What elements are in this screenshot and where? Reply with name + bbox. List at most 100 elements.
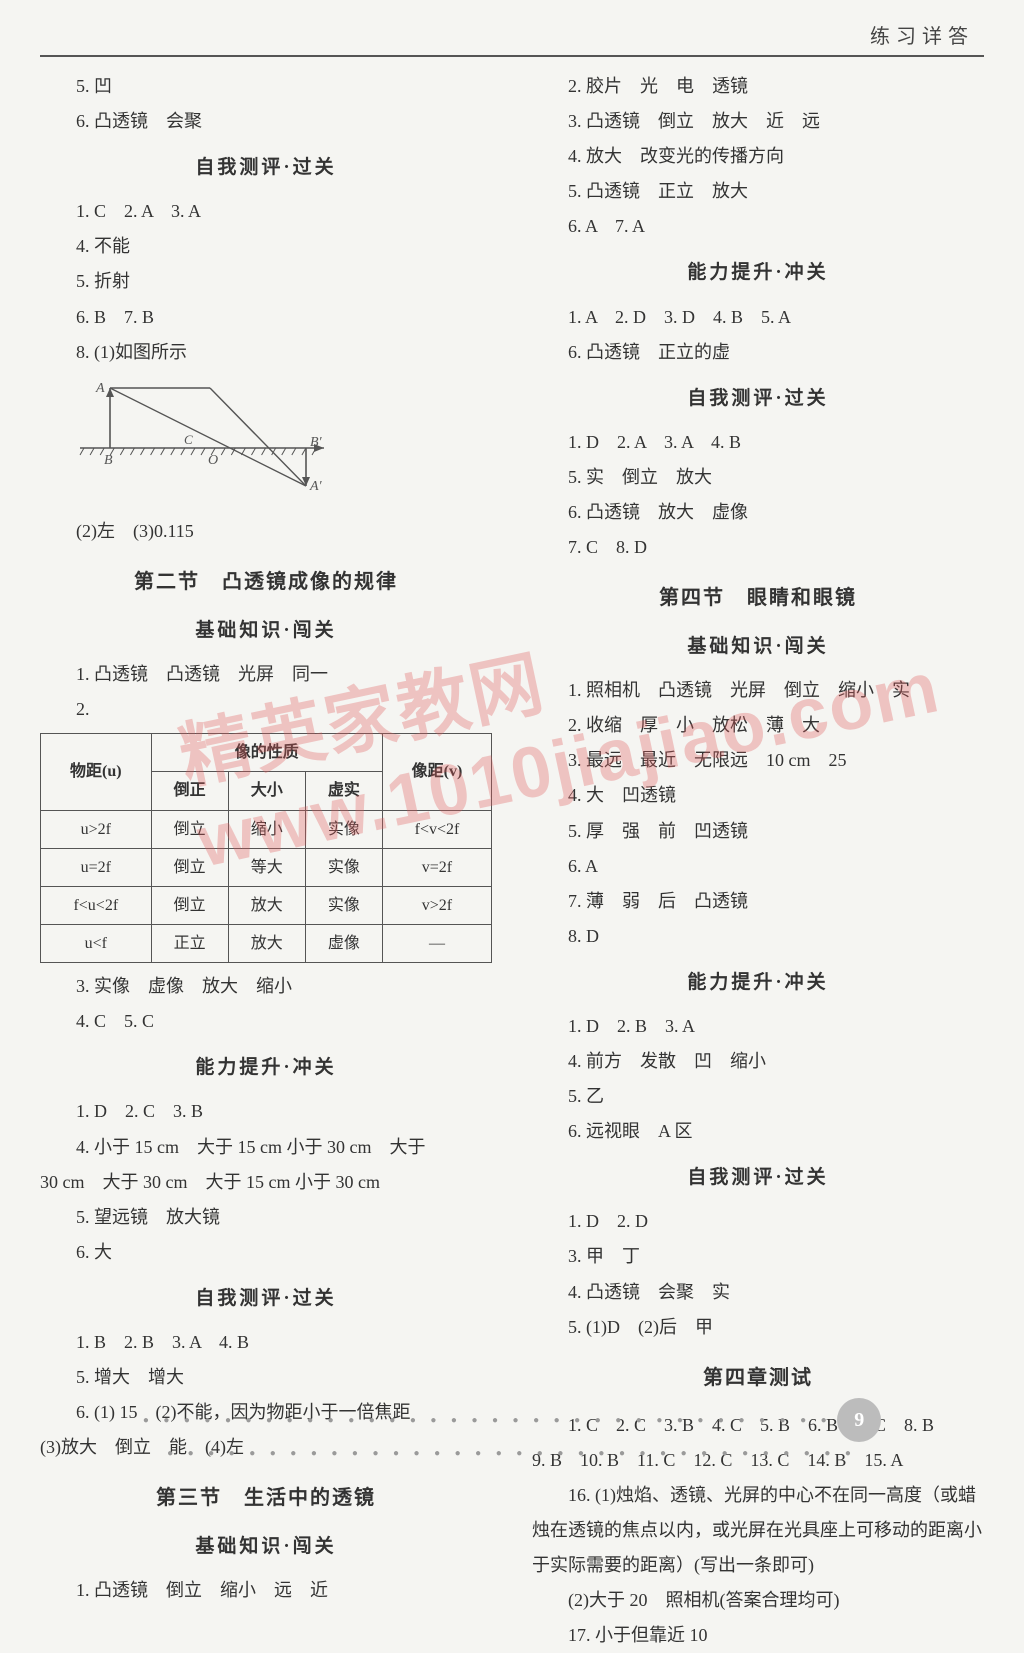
subsection-heading: 基础知识·闯关 [40,1528,492,1565]
table-cell: 实像 [305,886,382,924]
ans-line: 16. (1)烛焰、透镜、光屏的中心不在同一高度（或蜡烛在透镜的焦点以内，或光屏… [532,1478,984,1583]
ans-line: 4. 小于 15 cm 大于 15 cm 小于 30 cm 大于 [40,1130,492,1165]
th-v: 像距(v) [382,734,491,810]
table-cell: u<f [41,925,152,963]
svg-text:B′: B′ [310,435,323,450]
table-cell: 正立 [151,925,228,963]
ans-line: 1. D 2. A 3. A 4. B [532,425,984,460]
ans-line: 30 cm 大于 30 cm 大于 15 cm 小于 30 cm [40,1165,492,1200]
section-heading: 第四章测试 [532,1359,984,1398]
table-cell: — [382,925,491,963]
table-cell: 缩小 [228,810,305,848]
subsection-heading: 自我测评·过关 [40,1280,492,1317]
ans-line: 4. 大 凹透镜 [532,778,984,813]
ans-line: 5. (1)D (2)后 甲 [532,1310,984,1345]
ans-line: 8. (1)如图所示 [40,335,492,370]
table-cell: 倒立 [151,848,228,886]
ans-line: 2. 胶片 光 电 透镜 [532,69,984,104]
ans-line: 1. D 2. D [532,1204,984,1239]
table-row: u>2f倒立缩小实像f<v<2f [41,810,492,848]
ans-line: 2. 收缩 厚 小 放松 薄 大 [532,708,984,743]
ans-line: 1. 凸透镜 凸透镜 光屏 同一 [40,657,492,692]
ans-line: 5. 望远镜 放大镜 [40,1200,492,1235]
ans-line: 5. 乙 [532,1079,984,1114]
ans-line: 1. 照相机 凸透镜 光屏 倒立 缩小 实 [532,673,984,708]
ans-line: 4. 前方 发散 凹 缩小 [532,1044,984,1079]
th-u: 物距(u) [41,734,152,810]
ans-line: 4. 放大 改变光的传播方向 [532,139,984,174]
ans-line: 5. 凹 [40,69,492,104]
header-title: 练习详答 [40,20,984,49]
ans-line: 1. D 2. B 3. A [532,1009,984,1044]
ray-diagram: ABCOB′A′ [70,376,492,508]
ans-line: 6. 凸透镜 放大 虚像 [532,495,984,530]
ans-line: 6. 远视眼 A 区 [532,1114,984,1149]
ans-line: 3. 甲 丁 [532,1239,984,1274]
svg-text:B: B [104,453,113,468]
subsection-heading: 自我测评·过关 [532,1159,984,1196]
ans-line: 5. 厚 强 前 凹透镜 [532,814,984,849]
table-cell: 放大 [228,925,305,963]
subsection-heading: 能力提升·冲关 [532,964,984,1001]
subsection-heading: 能力提升·冲关 [40,1049,492,1086]
th: 倒正 [151,772,228,810]
svg-text:C: C [184,432,193,447]
svg-text:O: O [208,453,218,468]
ans-line: 4. 凸透镜 会聚 实 [532,1275,984,1310]
table-cell: 实像 [305,848,382,886]
table-row: u=2f倒立等大实像v=2f [41,848,492,886]
table-row: f<u<2f倒立放大实像v>2f [41,886,492,924]
table-cell: u=2f [41,848,152,886]
subsection-heading: 自我测评·过关 [532,380,984,417]
ans-line: 7. C 8. D [532,530,984,565]
table-cell: 放大 [228,886,305,924]
footer-dots-left: ● ● ● ● ● ● ● ● ● ● ● ● ● ● ● ● ● ● ● ● … [143,1415,833,1426]
ans-line: 5. 折射 [40,264,492,299]
ans-line: 1. 凸透镜 倒立 缩小 远 近 [40,1573,492,1608]
table-row: u<f正立放大虚像— [41,925,492,963]
ans-line: 3. 凸透镜 倒立 放大 近 远 [532,104,984,139]
ans-line: 6. 大 [40,1235,492,1270]
ans-line: (2)左 (3)0.115 [40,514,492,549]
ans-line: 6. 凸透镜 会聚 [40,104,492,139]
ans-line: 6. A [532,849,984,884]
ans-line: 6. 凸透镜 正立的虚 [532,335,984,370]
ans-line: 4. 不能 [40,229,492,264]
table-cell: v=2f [382,848,491,886]
th-span: 像的性质 [151,734,382,772]
ans-line: 2. [40,692,492,727]
ray-diagram-svg: ABCOB′A′ [70,376,330,496]
table-cell: f<u<2f [41,886,152,924]
ans-line: 5. 实 倒立 放大 [532,460,984,495]
ans-line: 3. 实像 虚像 放大 缩小 [40,969,492,1004]
ans-line: 4. C 5. C [40,1004,492,1039]
page-number-badge: 9 [837,1398,881,1442]
table-cell: 倒立 [151,886,228,924]
footer-dots-right: ● ● ● ● ● ● ● ● ● ● ● ● ● ● ● ● ● ● ● ● … [167,1448,857,1459]
ans-line: 17. 小于但靠近 10 [532,1618,984,1653]
section-heading: 第三节 生活中的透镜 [40,1479,492,1518]
ans-line: 1. C 2. A 3. A [40,194,492,229]
table-cell: 等大 [228,848,305,886]
ans-line: 5. 增大 增大 [40,1360,492,1395]
table-cell: v>2f [382,886,491,924]
ans-line: 7. 薄 弱 后 凸透镜 [532,884,984,919]
ans-line: 1. A 2. D 3. D 4. B 5. A [532,300,984,335]
subsection-heading: 基础知识·闯关 [40,612,492,649]
table-cell: f<v<2f [382,810,491,848]
th: 虚实 [305,772,382,810]
ans-line: 6. A 7. A [532,209,984,244]
ans-line: (2)大于 20 照相机(答案合理均可) [532,1583,984,1618]
th: 大小 [228,772,305,810]
section-heading: 第四节 眼睛和眼镜 [532,579,984,618]
ans-line: 5. 凸透镜 正立 放大 [532,174,984,209]
table-cell: 实像 [305,810,382,848]
section-heading: 第二节 凸透镜成像的规律 [40,563,492,602]
footer: ● ● ● ● ● ● ● ● ● ● ● ● ● ● ● ● ● ● ● ● … [0,1398,1024,1463]
header-rule [40,55,984,57]
svg-text:A: A [95,381,105,396]
ans-line: 1. B 2. B 3. A 4. B [40,1325,492,1360]
subsection-heading: 能力提升·冲关 [532,254,984,291]
table-cell: u>2f [41,810,152,848]
subsection-heading: 自我测评·过关 [40,149,492,186]
